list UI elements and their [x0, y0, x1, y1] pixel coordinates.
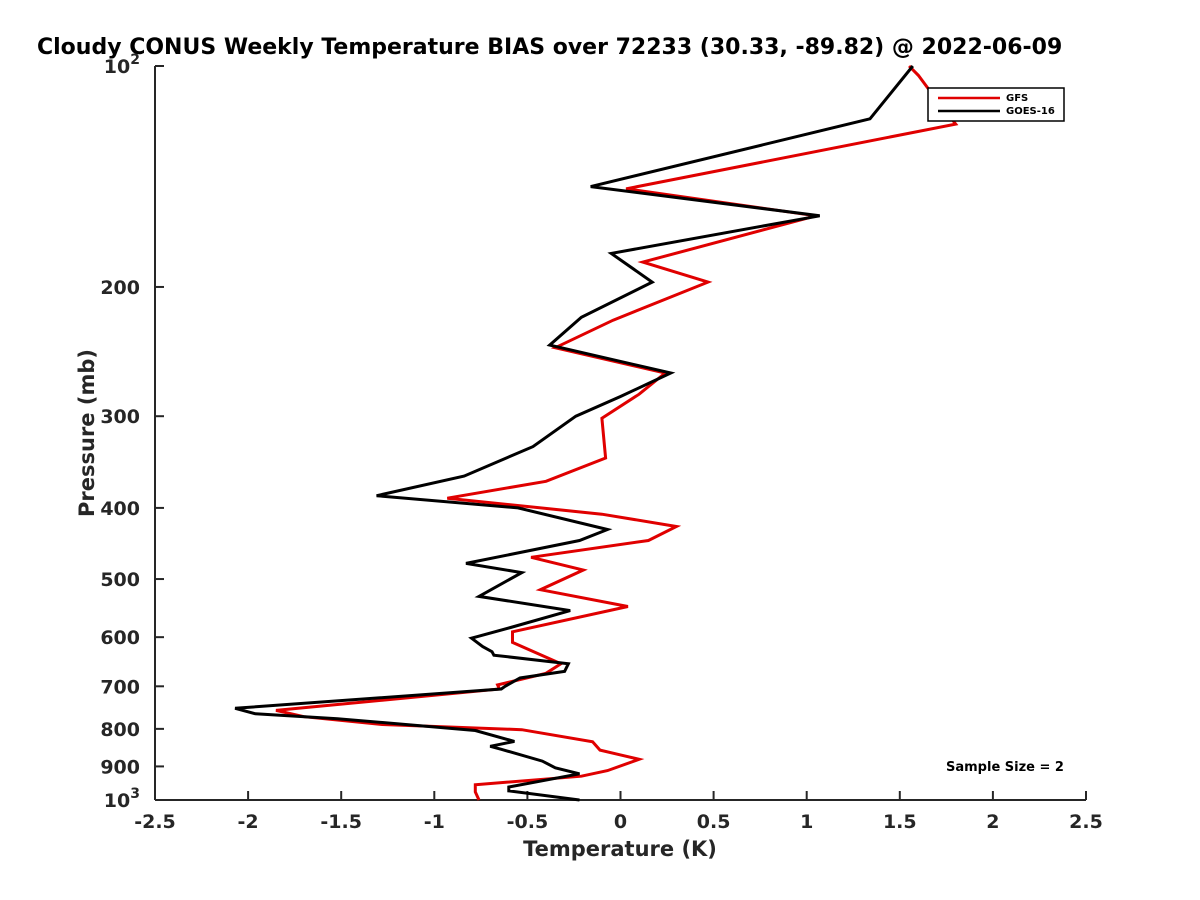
- y-tick-label: 600: [100, 627, 140, 649]
- plot-area: -2.5 -2 -1.5 -1 -0.5 0 0.5 1 1.5 2 2.5 102 200 300 40…: [100, 52, 1103, 833]
- y-tick-label: 900: [100, 756, 140, 778]
- chart-title: Cloudy CONUS Weekly Temperature BIAS ove…: [37, 35, 1062, 60]
- y-tick-label: 300: [100, 406, 140, 428]
- series-line-gfs: [275, 64, 959, 801]
- x-tick-label: -1: [424, 811, 445, 833]
- x-tick-label: -0.5: [507, 811, 549, 833]
- sample-size-annotation: Sample Size = 2: [946, 760, 1064, 775]
- y-ticks: 102 200 300 400 500 600 700 800 900 103: [100, 52, 164, 812]
- y-axis-label: Pressure (mb): [75, 349, 99, 517]
- x-tick-label: 2: [986, 811, 999, 833]
- legend: GFS GOES-16: [927, 87, 1065, 122]
- x-tick-label: 0.5: [697, 811, 731, 833]
- x-ticks: -2.5 -2 -1.5 -1 -0.5 0 0.5 1 1.5 2 2.5: [134, 791, 1103, 833]
- x-tick-label: 0: [614, 811, 627, 833]
- y-tick-label: 800: [100, 719, 140, 741]
- y-tick-label: 200: [100, 277, 140, 299]
- y-tick-label: 102: [104, 52, 140, 78]
- y-tick-label: 500: [100, 569, 140, 591]
- x-tick-label: -2.5: [134, 811, 176, 833]
- y-tick-label: 103: [104, 786, 140, 812]
- y-tick-label: 700: [100, 676, 140, 698]
- x-tick-label: -2: [238, 811, 259, 833]
- x-tick-label: 1: [800, 811, 813, 833]
- y-tick-label: 400: [100, 498, 140, 520]
- x-tick-label: 2.5: [1069, 811, 1103, 833]
- legend-label-goes16: GOES-16: [1006, 106, 1055, 117]
- series-line-goes16: [234, 65, 914, 802]
- series-lines: [234, 64, 959, 802]
- x-axis-label: Temperature (K): [523, 837, 717, 861]
- legend-box: [927, 87, 1065, 122]
- legend-label-gfs: GFS: [1006, 93, 1028, 104]
- x-tick-label: 1.5: [883, 811, 917, 833]
- x-tick-label: -1.5: [320, 811, 362, 833]
